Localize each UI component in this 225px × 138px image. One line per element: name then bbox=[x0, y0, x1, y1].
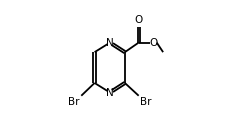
Text: N: N bbox=[106, 87, 113, 98]
Text: N: N bbox=[106, 38, 113, 48]
Text: O: O bbox=[134, 15, 142, 25]
Text: Br: Br bbox=[68, 97, 79, 107]
Text: O: O bbox=[149, 38, 157, 48]
Text: Br: Br bbox=[140, 97, 151, 107]
